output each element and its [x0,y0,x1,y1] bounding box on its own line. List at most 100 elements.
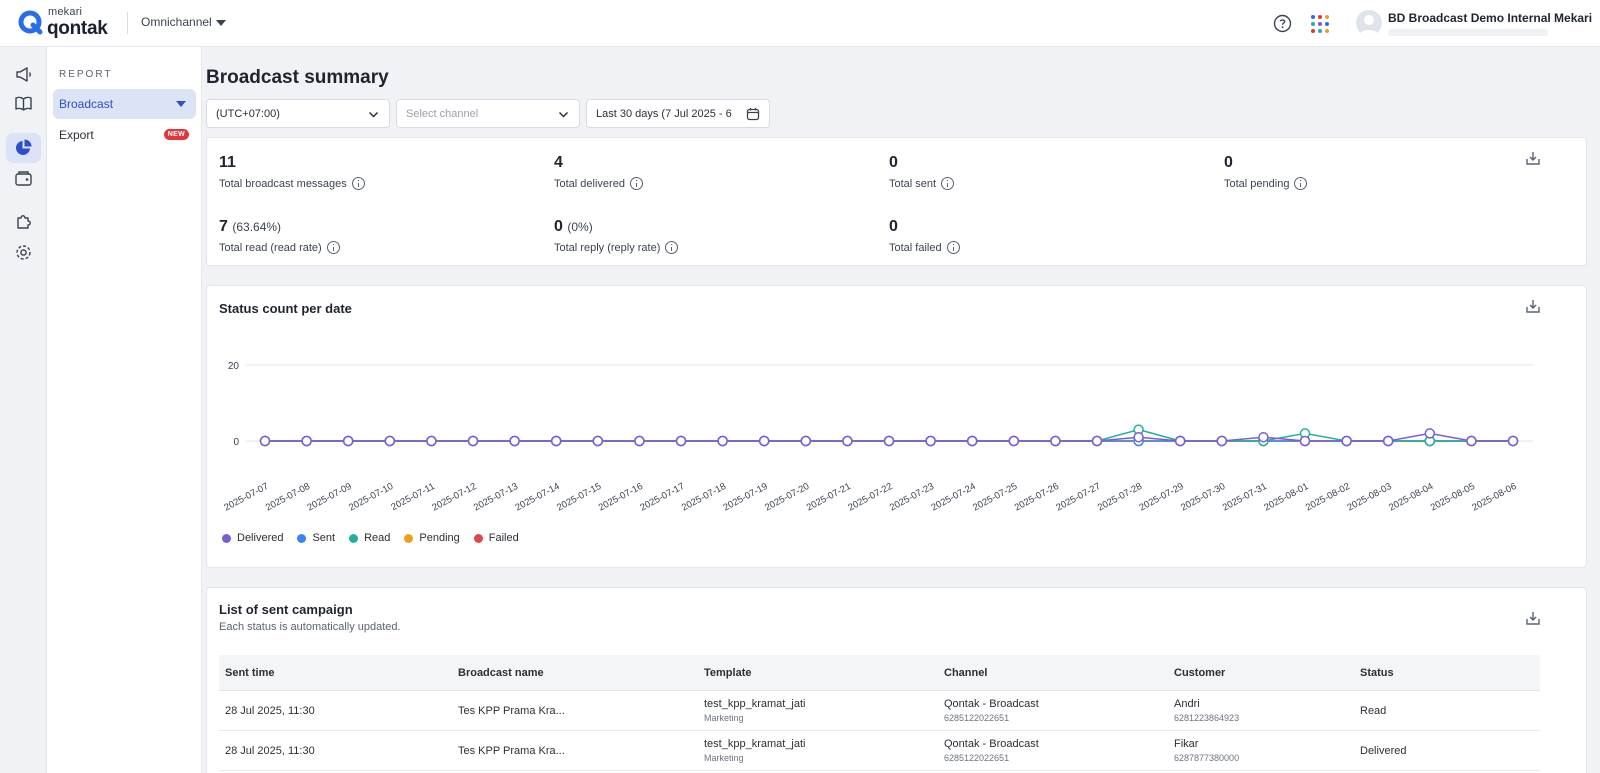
sidebar-item-export[interactable]: Export NEW [53,120,196,150]
date-range-picker[interactable]: Last 30 days (7 Jul 2025 - 6 [586,99,770,128]
campaign-card-subtitle: Each status is automatically updated. [219,621,401,633]
legend-item-pending[interactable]: Pending [404,532,460,544]
timezone-select[interactable]: (UTC+07:00) [206,99,390,128]
help-icon[interactable] [1273,14,1292,33]
chevron-down-icon [176,101,186,107]
column-template[interactable]: Template [704,667,752,679]
data-point-delivered [259,435,271,447]
stat-total-delivered: 4 Total delivered [554,154,643,190]
info-icon[interactable] [351,177,365,190]
user-name[interactable]: BD Broadcast Demo Internal Mekari [1388,11,1593,25]
stat-extra: (63.64%) [232,220,282,234]
cell-broadcast-name[interactable]: Tes KPP Prama Kra... [458,745,565,757]
x-tick-label: 2025-07-08 [264,481,312,514]
data-point-delivered [342,435,354,447]
timezone-value: (UTC+07:00) [216,108,280,120]
table-row[interactable]: 28 Jul 2025, 11:30 Tes KPP Prama Kra... … [219,691,1540,731]
cell-channel-number: 6285122022651 [944,753,1010,763]
y-tick-label: 0 [233,437,239,448]
user-subtitle-placeholder [1388,29,1548,36]
rail-integration[interactable] [6,164,41,194]
info-icon[interactable] [665,241,679,254]
x-tick-label: 2025-08-05 [1429,481,1477,514]
stat-total-sent: 0 Total sent [889,154,955,190]
data-point-delivered [592,435,604,447]
legend-item-failed[interactable]: Failed [473,532,519,544]
cell-channel: Qontak - Broadcast [944,738,1039,750]
sidebar-item-label: Broadcast [59,97,114,111]
data-point-delivered [1466,435,1477,447]
info-icon[interactable] [1294,177,1308,190]
calendar-icon [746,108,760,121]
x-tick-label: 2025-07-19 [722,481,770,514]
logo-big-text: qontak [47,18,108,39]
cell-broadcast-name[interactable]: Tes KPP Prama Kra... [458,705,565,717]
stat-label: Total reply (reply rate) [554,241,661,254]
top-bar: mekari qontak Omnichannel BD Broadcast D… [0,0,1600,47]
rail-settings[interactable] [6,238,41,268]
app-launcher-icon[interactable] [1309,13,1331,35]
header-divider [127,12,128,34]
x-tick-label: 2025-07-26 [1013,481,1061,514]
column-customer[interactable]: Customer [1174,667,1226,679]
rail-knowledge[interactable] [6,89,41,119]
info-icon[interactable] [946,241,960,254]
info-icon[interactable] [326,241,340,254]
column-status[interactable]: Status [1360,667,1394,679]
rail-tools[interactable] [6,207,41,237]
stat-total-pending: 0 Total pending [1224,154,1308,190]
column-sent-time[interactable]: Sent time [225,667,275,679]
column-broadcast-name[interactable]: Broadcast name [458,667,544,679]
x-tick-label: 2025-07-22 [846,481,894,514]
x-tick-label: 2025-07-21 [805,481,853,514]
data-point-delivered [1507,435,1519,447]
sidebar-item-label: Export [59,128,94,142]
data-point-delivered [966,435,978,447]
cell-template-category: Marketing [704,713,744,723]
stats-card: 11 Total broadcast messages 4 Total deli… [206,137,1587,266]
cell-channel-number: 6285122022651 [944,713,1010,723]
x-tick-label: 2025-07-31 [1221,481,1269,514]
rail-broadcast[interactable] [6,60,41,90]
stat-label: Total failed [889,241,942,254]
data-point-delivered [1258,431,1269,443]
x-tick-label: 2025-07-15 [555,481,603,514]
legend-item-read[interactable]: Read [349,532,390,544]
chart-card-title: Status count per date [219,301,352,316]
x-tick-label: 2025-07-25 [971,481,1019,514]
table-header: Sent time Broadcast name Template Channe… [219,655,1540,691]
wallet-icon [15,171,32,186]
stat-label: Total sent [889,177,937,190]
new-badge: NEW [163,129,189,140]
info-icon[interactable] [941,177,955,190]
qontak-logo[interactable]: mekari qontak [18,6,118,39]
status-line-chart[interactable]: 0202025-07-072025-07-082025-07-092025-07… [207,286,1577,516]
download-icon[interactable] [1525,150,1541,166]
x-tick-label: 2025-08-06 [1470,481,1518,514]
product-switcher[interactable]: Omnichannel [141,15,212,29]
cell-template: test_kpp_kramat_jati [704,738,806,750]
stat-value: 0 [889,218,898,235]
legend-item-sent[interactable]: Sent [297,532,335,544]
cell-sent-time: 28 Jul 2025, 11:30 [225,745,315,757]
legend-item-delivered[interactable]: Delivered [222,532,283,544]
stat-value: 0 [1224,154,1233,171]
stat-total-broadcast: 11 Total broadcast messages [219,154,365,190]
channel-select[interactable]: Select channel [396,99,580,128]
download-icon[interactable] [1525,610,1541,626]
stat-value: 11 [219,154,236,171]
stat-extra: (0%) [567,220,593,234]
chevron-down-icon[interactable] [216,20,226,26]
data-point-delivered [800,435,812,447]
column-channel[interactable]: Channel [944,667,988,679]
sidebar-item-broadcast[interactable]: Broadcast [53,89,196,119]
stat-label: Total delivered [554,177,625,190]
rail-report[interactable] [6,133,41,163]
chevron-down-icon [368,111,379,118]
data-point-delivered [675,435,687,447]
info-icon[interactable] [629,177,643,190]
table-row[interactable]: 28 Jul 2025, 11:30 Tes KPP Prama Kra... … [219,731,1540,771]
x-tick-label: 2025-08-02 [1304,481,1352,514]
user-avatar[interactable] [1356,10,1382,36]
download-icon[interactable] [1525,298,1541,314]
